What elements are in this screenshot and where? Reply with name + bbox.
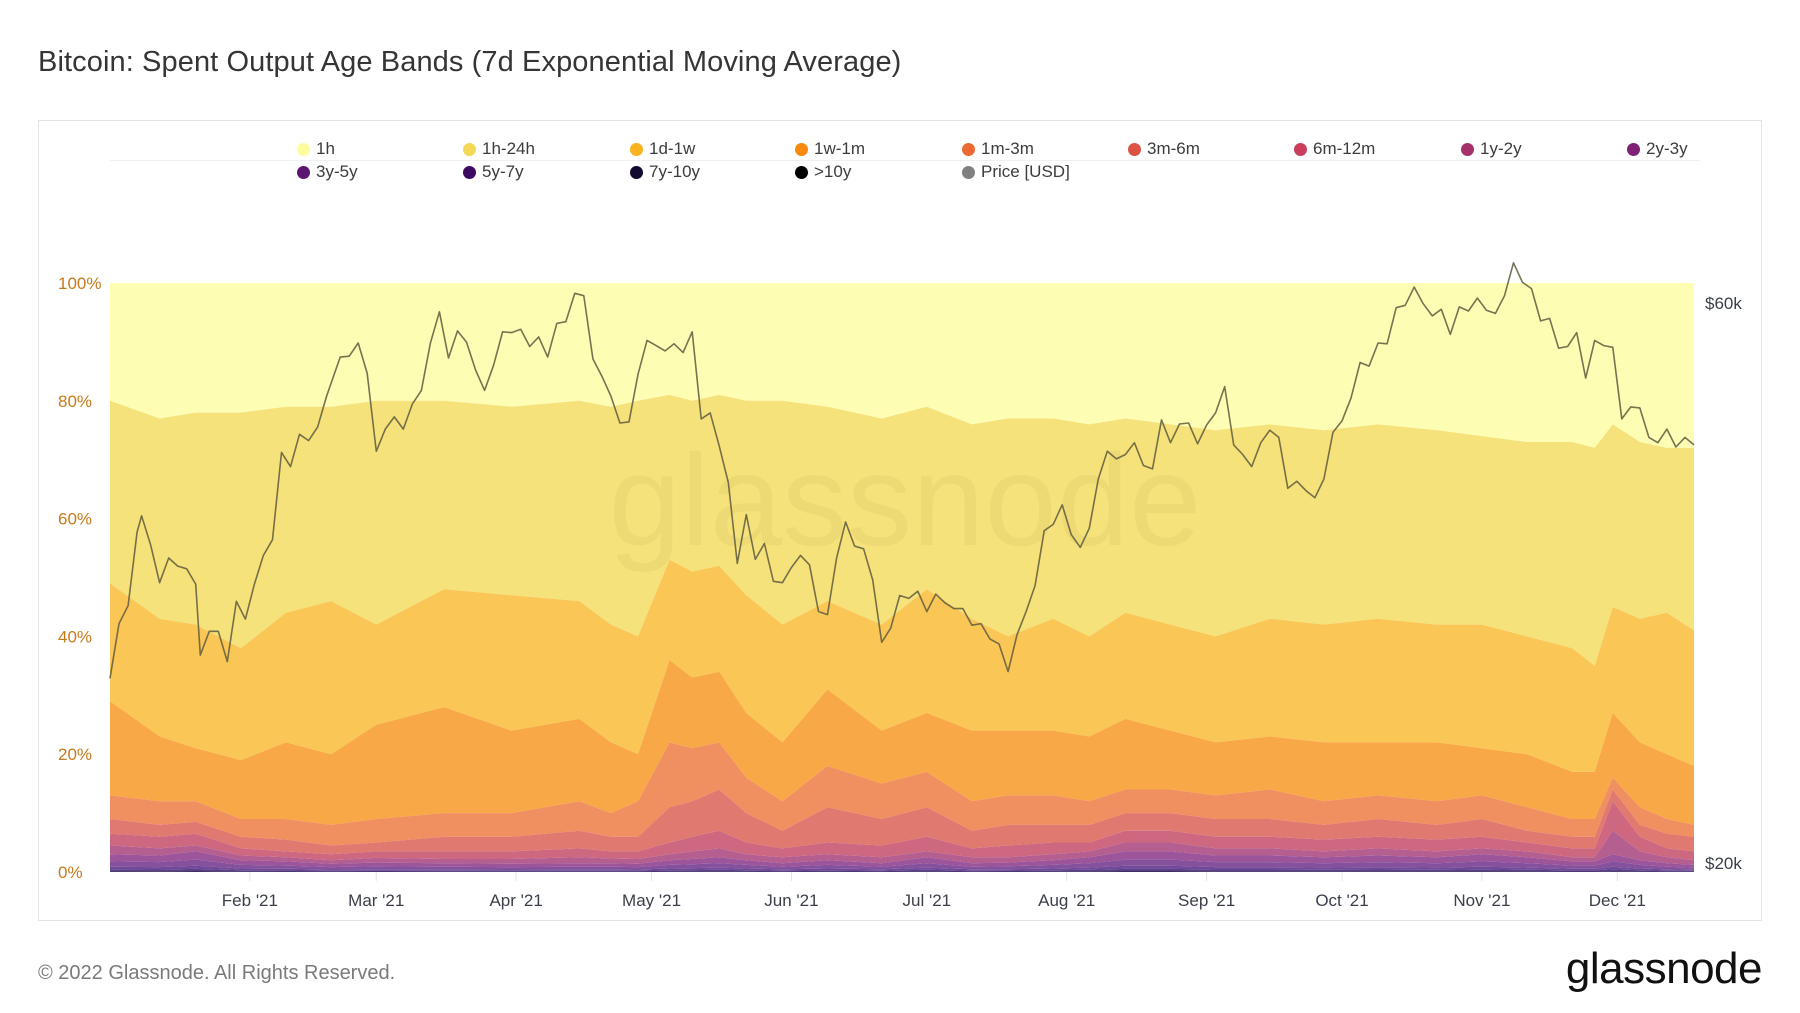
legend-dot-icon (795, 142, 808, 156)
legend-item-2y-3y[interactable]: 2y-3y (1627, 139, 1688, 159)
x-tick-label: Dec '21 (1589, 891, 1646, 910)
y-right-tick-label: $20k (1705, 854, 1742, 873)
x-tick-label: Mar '21 (348, 891, 404, 910)
legend-item-1d-1w[interactable]: 1d-1w (630, 139, 695, 159)
legend-item-5y-7y[interactable]: 5y-7y (463, 162, 524, 182)
chart-title: Bitcoin: Spent Output Age Bands (7d Expo… (38, 46, 902, 78)
x-tick-label: Aug '21 (1038, 891, 1095, 910)
legend-item-3y-5y[interactable]: 3y-5y (297, 162, 358, 182)
legend-dot-icon (1627, 142, 1640, 156)
x-tick-label: Feb '21 (222, 891, 278, 910)
band-area-5y-7y (110, 865, 1694, 871)
price-layer (109, 261, 1695, 679)
band-area-3y-5y (110, 859, 1694, 870)
x-tick-label: Oct '21 (1315, 891, 1368, 910)
legend-item-10y[interactable]: >10y (795, 162, 851, 182)
legend-item-1h[interactable]: 1h (297, 139, 335, 159)
legend-label: 6m-12m (1313, 139, 1376, 158)
legend-label: 1y-2y (1480, 139, 1522, 158)
x-tick-label: Nov '21 (1453, 891, 1510, 910)
legend-label: 1h-24h (482, 139, 535, 158)
legend-item-1m-3m[interactable]: 1m-3m (962, 139, 1034, 159)
y-left-tick-label: 40% (58, 627, 92, 646)
legend-dot-icon (1128, 142, 1141, 156)
band-area-7y-10y (110, 868, 1694, 872)
y-left-tick-label: 100% (58, 274, 101, 293)
x-tick-label: Sep '21 (1178, 891, 1235, 910)
legend-label: 1d-1w (649, 139, 696, 158)
price-line (109, 261, 1695, 679)
legend-dot-icon (463, 165, 476, 179)
band-area-1h-24h (110, 394, 1694, 666)
band-area-1h (110, 283, 1694, 448)
band-area-1m-3m (110, 742, 1694, 846)
axes: 0% 20% 40% 60% 80% 100% $20k $60k Feb '21 Mar '21… (58, 274, 1742, 910)
legend-item-7y-10y[interactable]: 7y-10y (630, 162, 700, 182)
legend-item-6m-12m[interactable]: 6m-12m (1294, 139, 1375, 159)
chart-frame (38, 120, 1762, 921)
legend-item-3m-6m[interactable]: 3m-6m (1128, 139, 1200, 159)
legend-label: 7y-10y (649, 162, 701, 181)
legend-label: 1m-3m (981, 139, 1034, 158)
legend-label: 1w-1m (814, 139, 866, 158)
band-area-1y-2y (110, 830, 1694, 865)
band-area-10y (110, 871, 1694, 872)
legend-divider (110, 160, 1700, 161)
legend-label: >10y (814, 162, 852, 181)
x-tick-label: Apr '21 (489, 891, 542, 910)
legend-dot-icon (630, 165, 643, 179)
legend-label: 5y-7y (482, 162, 524, 181)
legend-dot-icon (1294, 142, 1307, 156)
legend-item-1y-2y[interactable]: 1y-2y (1461, 139, 1522, 159)
legend-item-1w-1m[interactable]: 1w-1m (795, 139, 865, 159)
band-area-3m-6m (110, 789, 1694, 855)
legend-label: 1h (316, 139, 335, 158)
legend-label: 3y-5y (316, 162, 358, 181)
watermark: glassnode (609, 427, 1202, 573)
legend-dot-icon (463, 142, 476, 156)
y-left-tick-label: 80% (58, 392, 92, 411)
band-area-1w-1m (110, 660, 1694, 825)
x-tick-label: Jun '21 (764, 891, 818, 910)
legend-label: Price [USD] (981, 162, 1070, 181)
glassnode-logo: glassnode (1565, 944, 1763, 993)
legend-dot-icon (297, 165, 310, 179)
legend-dot-icon (297, 142, 310, 156)
legend-dot-icon (1461, 142, 1474, 156)
bands-layer (110, 283, 1694, 872)
legend-label: 2y-3y (1646, 139, 1688, 158)
copyright: © 2022 Glassnode. All Rights Reserved. (38, 962, 396, 984)
legend-item-1h-24h[interactable]: 1h-24h (463, 139, 535, 159)
legend-item-price-usd[interactable]: Price [USD] (962, 162, 1070, 182)
y-right-tick-label: $60k (1705, 294, 1742, 313)
y-left-tick-label: 60% (58, 510, 92, 529)
y-left-tick-label: 0% (58, 863, 83, 882)
band-area-1d-1w (110, 559, 1694, 772)
y-left-tick-label: 20% (58, 745, 92, 764)
legend-label: 3m-6m (1147, 139, 1200, 158)
legend-dot-icon (630, 142, 643, 156)
band-area-2y-3y (110, 851, 1694, 868)
legend-dot-icon (962, 142, 975, 156)
x-tick-label: May '21 (622, 891, 681, 910)
legend-dot-icon (795, 165, 808, 179)
band-area-6m-12m (110, 801, 1694, 861)
x-tick-label: Jul '21 (903, 891, 952, 910)
legend-dot-icon (962, 165, 975, 179)
